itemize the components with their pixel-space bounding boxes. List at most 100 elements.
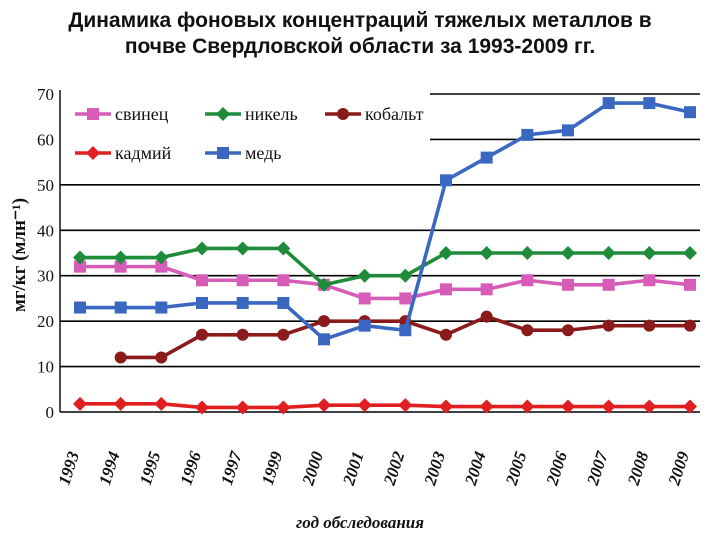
data-point bbox=[236, 274, 249, 287]
data-point bbox=[642, 399, 657, 414]
data-point bbox=[155, 301, 168, 314]
x-axis-label: год обследования bbox=[296, 513, 424, 532]
y-tick-label: 60 bbox=[37, 130, 54, 149]
legend: свинец никель кобальт кадмий медь bbox=[75, 104, 424, 163]
data-point bbox=[318, 315, 330, 328]
data-point bbox=[643, 97, 656, 110]
data-point bbox=[440, 283, 452, 296]
x-tick-label: 2000 bbox=[298, 449, 327, 489]
legend-label: медь bbox=[245, 143, 282, 163]
data-point bbox=[480, 310, 493, 323]
data-point bbox=[520, 246, 535, 260]
data-point bbox=[684, 278, 696, 291]
data-point bbox=[439, 399, 453, 414]
data-point bbox=[113, 250, 128, 265]
y-axis: 0 10 20 30 40 50 60 70 bbox=[37, 85, 61, 422]
data-point bbox=[399, 292, 412, 305]
data-point bbox=[601, 246, 616, 260]
data-point bbox=[643, 274, 656, 287]
series-line bbox=[80, 101, 691, 342]
title-line-2: почве Свердловской области за 1993-2009 … bbox=[124, 35, 596, 58]
data-point bbox=[643, 319, 656, 332]
legend-label: никель bbox=[245, 104, 298, 124]
data-point bbox=[479, 399, 494, 414]
data-point bbox=[235, 400, 250, 415]
data-point bbox=[114, 351, 127, 364]
legend-label: свинец bbox=[115, 104, 169, 124]
legend-marker bbox=[216, 107, 230, 121]
data-point bbox=[154, 250, 169, 265]
data-point bbox=[236, 296, 249, 309]
data-point bbox=[399, 324, 412, 337]
legend-item: свинец bbox=[75, 104, 169, 124]
data-point bbox=[561, 246, 575, 260]
data-point bbox=[114, 260, 127, 273]
data-point bbox=[276, 400, 291, 415]
y-tick-label: 30 bbox=[37, 267, 54, 286]
x-tick-label: 1996 bbox=[176, 449, 205, 488]
data-point bbox=[521, 274, 534, 287]
data-point bbox=[440, 174, 452, 187]
data-point bbox=[521, 128, 534, 141]
y-tick-label: 70 bbox=[37, 85, 54, 104]
legend-item: кобальт bbox=[325, 104, 424, 124]
page-title: Динамика фоновых концентраций тяжелых ме… bbox=[0, 8, 720, 60]
series-1 bbox=[73, 241, 697, 292]
series-0 bbox=[74, 260, 696, 305]
data-point bbox=[196, 274, 208, 287]
x-tick-label: 2001 bbox=[339, 449, 368, 488]
x-tick-label: 2002 bbox=[380, 449, 409, 489]
data-point bbox=[155, 260, 168, 273]
data-point bbox=[562, 278, 574, 291]
data-point bbox=[276, 241, 291, 256]
data-point bbox=[74, 260, 86, 273]
data-point bbox=[114, 301, 127, 314]
data-point bbox=[277, 296, 290, 309]
data-point bbox=[520, 399, 535, 414]
data-point bbox=[480, 151, 493, 164]
x-tick-label: 1995 bbox=[136, 449, 165, 488]
data-point bbox=[602, 97, 615, 110]
x-tick-label: 1993 bbox=[54, 449, 83, 488]
data-point bbox=[155, 351, 168, 364]
data-point bbox=[73, 250, 87, 265]
data-point bbox=[684, 319, 696, 332]
data-point bbox=[439, 246, 453, 260]
data-point bbox=[74, 301, 86, 314]
y-tick-label: 40 bbox=[37, 221, 54, 240]
x-tick-label: 2006 bbox=[542, 449, 571, 489]
data-point bbox=[236, 328, 249, 341]
legend-label: кобальт bbox=[365, 104, 424, 124]
title-line-1: Динамика фоновых концентраций тяжелых ме… bbox=[68, 9, 652, 32]
data-point bbox=[196, 296, 208, 309]
series-line bbox=[80, 264, 691, 301]
x-tick-label: 2005 bbox=[502, 449, 531, 489]
y-tick-label: 20 bbox=[37, 312, 54, 331]
x-tick-label: 2008 bbox=[624, 449, 653, 489]
data-point bbox=[480, 283, 493, 296]
data-point bbox=[683, 246, 697, 260]
data-point bbox=[602, 319, 615, 332]
data-point bbox=[562, 324, 574, 337]
legend-item: кадмий bbox=[75, 143, 172, 163]
legend-item: медь bbox=[205, 143, 282, 163]
series-group bbox=[73, 97, 697, 415]
data-point bbox=[357, 398, 372, 413]
data-point bbox=[683, 399, 697, 414]
data-point bbox=[195, 400, 209, 415]
x-axis: 1993 1994 1995 1996 1997 1999 2000 2001 2002 2003… bbox=[54, 448, 693, 489]
series-3 bbox=[73, 396, 697, 415]
legend-label: кадмий bbox=[115, 143, 172, 163]
data-point bbox=[521, 324, 534, 337]
y-tick-label: 10 bbox=[37, 358, 54, 377]
data-point bbox=[562, 124, 574, 137]
legend-marker bbox=[86, 146, 100, 160]
data-point bbox=[479, 246, 494, 260]
data-point bbox=[113, 396, 128, 411]
x-tick-label: 1997 bbox=[217, 448, 246, 488]
data-point bbox=[235, 241, 250, 256]
data-point bbox=[642, 246, 657, 260]
x-tick-label: 2009 bbox=[664, 449, 693, 489]
data-point bbox=[318, 333, 330, 346]
legend-marker bbox=[337, 108, 349, 120]
